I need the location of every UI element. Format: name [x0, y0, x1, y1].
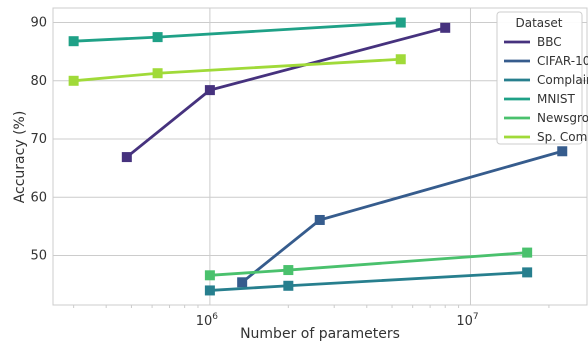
data-point	[522, 247, 533, 258]
legend-box	[496, 11, 583, 145]
y-axis-label: Accuracy (%)	[12, 111, 28, 204]
legend-label: Complaints	[537, 73, 588, 87]
legend-title: Dataset	[516, 16, 563, 30]
y-tick-label: 90	[30, 16, 47, 31]
data-point	[204, 270, 215, 281]
data-point	[557, 146, 568, 157]
legend-label: Newsgroups	[537, 111, 588, 125]
data-point	[395, 17, 406, 28]
data-point	[283, 280, 294, 291]
data-point	[395, 54, 406, 65]
data-point	[204, 285, 215, 296]
legend-label: Sp. Comm.	[537, 130, 588, 144]
legend-label: BBC	[537, 35, 562, 49]
data-point	[152, 68, 163, 79]
data-point	[440, 22, 451, 33]
x-axis-label: Number of parameters	[240, 326, 400, 342]
y-axis: 50 60 70 80 90	[30, 16, 47, 264]
data-point	[152, 32, 163, 43]
data-point	[68, 75, 79, 86]
y-tick-label: 80	[30, 74, 47, 89]
data-point	[283, 265, 294, 276]
y-tick-label: 50	[30, 249, 47, 264]
data-point	[204, 85, 215, 96]
legend-items: BBC CIFAR-10 Complaints MNIST Newsgroups Sp. …	[504, 35, 588, 144]
legend-label: MNIST	[537, 92, 575, 106]
x-tick-label: 107	[456, 312, 478, 329]
data-point	[68, 36, 79, 47]
x-axis: 106 107	[73, 305, 550, 329]
x-tick-label: 106	[196, 312, 219, 329]
data-point	[522, 267, 533, 278]
data-point	[237, 277, 248, 288]
data-point	[121, 152, 132, 163]
y-tick-label: 70	[30, 132, 47, 147]
series-layer	[68, 17, 568, 296]
legend-label: CIFAR-10	[537, 54, 588, 68]
data-point	[314, 214, 325, 225]
y-tick-label: 60	[30, 190, 47, 205]
legend: Dataset BBC CIFAR-10 Complaints MNIST Newsgr…	[496, 11, 588, 145]
